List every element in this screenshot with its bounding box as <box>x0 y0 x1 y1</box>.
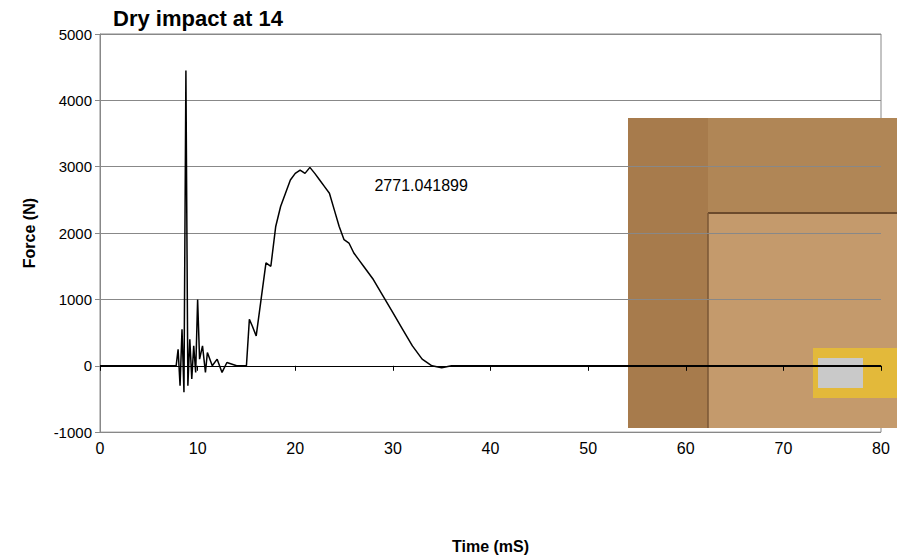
svg-text:3000: 3000 <box>59 158 92 175</box>
svg-text:Force (N): Force (N) <box>21 198 38 268</box>
svg-text:30: 30 <box>384 440 402 457</box>
svg-text:80: 80 <box>872 440 890 457</box>
svg-text:5000: 5000 <box>59 26 92 43</box>
svg-text:2000: 2000 <box>59 225 92 242</box>
svg-text:-1000: -1000 <box>54 424 92 441</box>
svg-text:10: 10 <box>189 440 207 457</box>
svg-text:70: 70 <box>774 440 792 457</box>
svg-text:1000: 1000 <box>59 291 92 308</box>
svg-text:0: 0 <box>96 440 105 457</box>
svg-text:Dry impact at 14: Dry impact at 14 <box>113 6 284 31</box>
svg-text:0: 0 <box>84 357 92 374</box>
svg-text:60: 60 <box>677 440 695 457</box>
svg-text:40: 40 <box>482 440 500 457</box>
svg-text:20: 20 <box>286 440 304 457</box>
svg-text:Time (mS): Time (mS) <box>452 538 529 555</box>
svg-text:2771.041899: 2771.041899 <box>374 177 468 194</box>
svg-text:4000: 4000 <box>59 92 92 109</box>
svg-text:50: 50 <box>579 440 597 457</box>
